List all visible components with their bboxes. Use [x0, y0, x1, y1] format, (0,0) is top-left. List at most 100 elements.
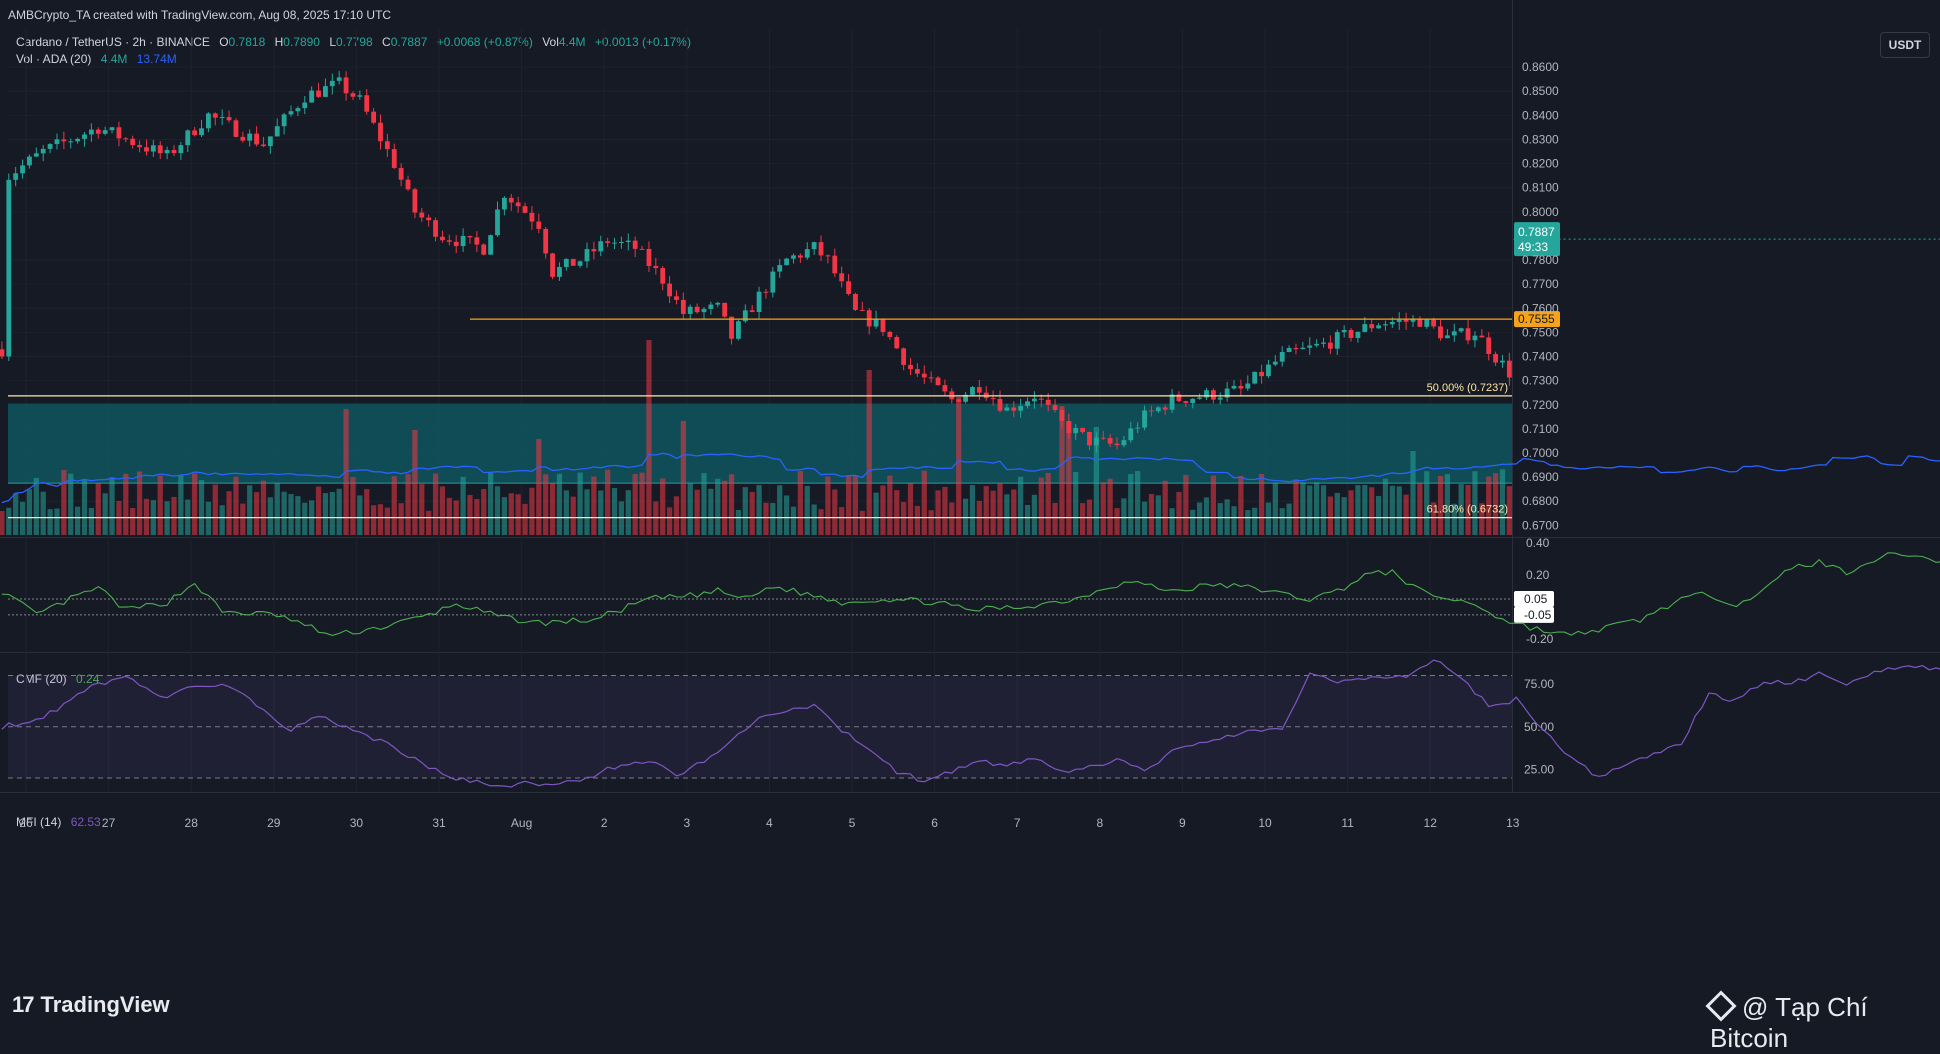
candle-body — [309, 90, 315, 103]
volume-bar — [412, 430, 418, 535]
candle-body — [336, 77, 342, 81]
volume-bar — [19, 501, 26, 535]
candle-body — [13, 173, 19, 180]
candle-body — [288, 111, 294, 115]
volume-bar — [639, 472, 645, 535]
mfi-legend[interactable]: MFI (14) 62.53 — [16, 815, 101, 829]
candle-body — [1059, 410, 1065, 421]
candle-body — [887, 331, 893, 337]
candle-body — [1348, 329, 1354, 338]
candle-body — [853, 293, 858, 310]
candle-body — [467, 235, 473, 238]
candle-body — [956, 399, 962, 402]
x-tick-label: 12 — [1424, 816, 1438, 830]
candle-body — [1314, 343, 1320, 346]
y-tick-label: 0.8600 — [1522, 60, 1559, 74]
candle-body — [1155, 407, 1161, 412]
source-watermark: @ Tạp Chí Bitcoin — [1705, 990, 1940, 1054]
volume-bar — [901, 502, 907, 535]
volume-bar — [426, 510, 432, 535]
volume-bar — [75, 506, 81, 535]
volume-bar — [1506, 486, 1512, 535]
volume-bar — [212, 484, 218, 535]
volume-bar — [722, 480, 728, 535]
x-tick-label: 26 — [19, 816, 33, 830]
candle-body — [405, 179, 411, 190]
candle-body — [474, 237, 480, 245]
y-tick-label: 0.7400 — [1522, 350, 1559, 364]
candle-body — [763, 291, 769, 293]
candle-body — [302, 102, 308, 109]
candle-body — [1451, 331, 1457, 336]
volume-bar — [928, 510, 934, 535]
volume-bar — [336, 488, 342, 535]
currency-button[interactable]: USDT — [1880, 32, 1930, 58]
candle-body — [921, 373, 927, 378]
candle-body — [1506, 360, 1512, 378]
candle-body — [433, 220, 438, 237]
y-tick-label: 0.7600 — [1522, 301, 1559, 315]
x-tick-label: 13 — [1506, 816, 1520, 830]
cmf-y-tick: 0.20 — [1526, 568, 1550, 582]
volume-bar — [302, 502, 308, 535]
high-value: 0.7890 — [283, 35, 320, 49]
candle-body — [990, 398, 996, 400]
candle-body — [6, 179, 12, 357]
volume-bar — [1107, 478, 1113, 535]
y-tick-label: 0.7200 — [1522, 398, 1559, 412]
tradingview-logo: 17 TradingView — [12, 992, 170, 1018]
candle-body — [557, 266, 562, 277]
candle-body — [770, 271, 776, 293]
low-value: 0.7798 — [336, 35, 373, 49]
volume-bar — [81, 479, 88, 535]
candle-body — [412, 189, 418, 213]
candle-body — [687, 306, 693, 314]
volume-bar — [88, 507, 95, 535]
volume-bar — [61, 470, 67, 535]
volume-bar — [770, 502, 776, 535]
candle-body — [667, 283, 673, 297]
candle-body — [935, 377, 941, 386]
x-tick-label: 3 — [683, 816, 690, 830]
current-price-tag: 0.7887 — [1518, 225, 1555, 239]
candle-body — [1169, 394, 1175, 410]
volume-bar — [439, 486, 446, 535]
volume-bar — [1011, 489, 1017, 535]
candle-body — [694, 306, 700, 313]
volume-bar — [508, 493, 514, 535]
volume-bar — [1238, 475, 1244, 535]
candle-body — [1107, 438, 1113, 444]
volume-bar — [47, 509, 53, 535]
candle-body — [1327, 342, 1333, 349]
volume-bar — [1121, 498, 1127, 535]
candle-body — [27, 156, 32, 166]
volume-bar — [267, 497, 273, 535]
volume-bar — [1196, 502, 1203, 535]
candle-body — [323, 86, 328, 97]
volume-bar — [219, 505, 225, 535]
volume-bar — [198, 480, 205, 535]
volume-bar — [1162, 480, 1168, 535]
candle-body — [708, 304, 714, 309]
candle-body — [1334, 332, 1340, 349]
volume-legend[interactable]: Vol · ADA (20) 4.4M 13.74M — [16, 52, 177, 66]
volume-bar — [398, 503, 404, 535]
volume-bar — [6, 507, 12, 535]
candle-body — [192, 130, 198, 136]
volume-bar — [577, 472, 583, 535]
candle-body — [495, 209, 500, 236]
candle-body — [378, 122, 383, 142]
symbol-legend[interactable]: Cardano / TetherUS · 2h · BINANCE O0.781… — [16, 35, 691, 49]
y-tick-label: 0.8000 — [1522, 205, 1559, 219]
volume-bar — [357, 495, 363, 535]
volume-bar — [253, 492, 260, 535]
candle-body — [736, 321, 741, 339]
volume-bar — [1307, 485, 1313, 535]
x-tick-label: 28 — [185, 816, 199, 830]
volume-bar — [143, 498, 150, 535]
fib-label: 50.00% (0.7237) — [1427, 382, 1508, 394]
candle-body — [137, 145, 142, 148]
candle-body — [329, 80, 335, 87]
